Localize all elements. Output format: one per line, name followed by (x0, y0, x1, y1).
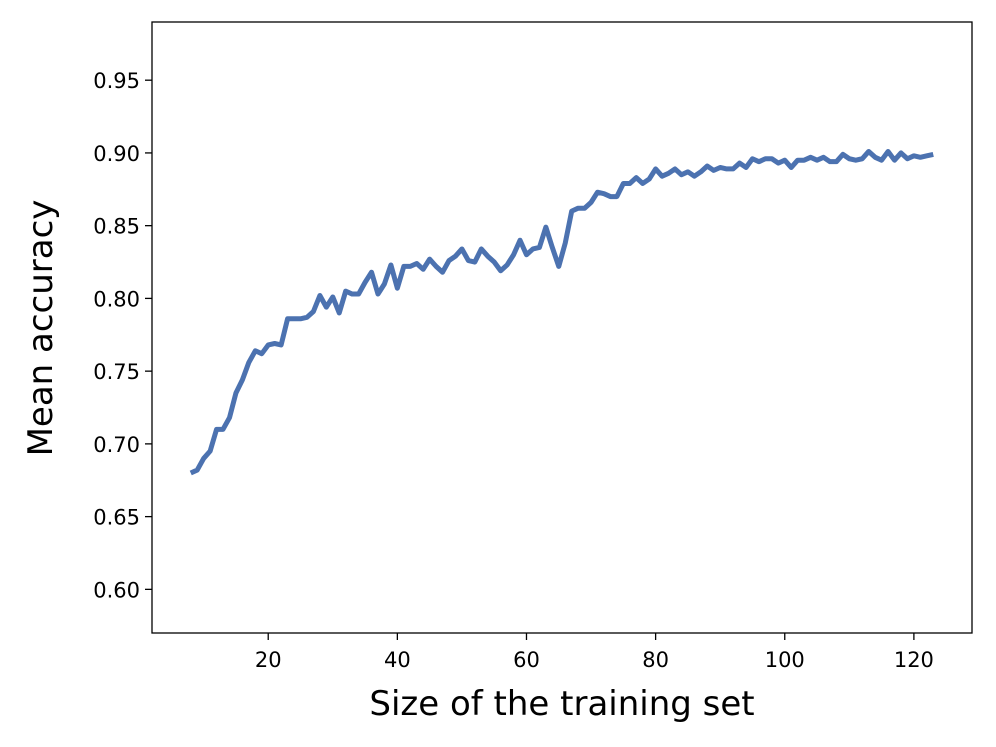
accuracy-series-line (189, 148, 934, 476)
x-axis-ticks: 20 40 60 80 100 120 (255, 633, 934, 672)
y-tick-label: 0.65 (93, 506, 140, 530)
data-layer (189, 148, 934, 476)
y-tick-label: 0.80 (93, 287, 140, 311)
x-tick-label: 20 (255, 648, 282, 672)
y-tick-label: 0.60 (93, 578, 140, 602)
y-tick-label: 0.95 (93, 69, 140, 93)
x-tick-label: 40 (384, 648, 411, 672)
x-tick-label: 100 (765, 648, 805, 672)
plot-frame (151, 21, 973, 634)
x-axis-title: Size of the training set (369, 684, 754, 724)
y-axis-ticks: 0.60 0.65 0.70 0.75 0.80 0.85 0.90 0.95 (93, 69, 152, 602)
x-tick-label: 120 (894, 648, 934, 672)
y-axis-title: Mean accuracy (21, 200, 61, 457)
x-tick-label: 80 (642, 648, 669, 672)
y-tick-label: 0.70 (93, 433, 140, 457)
x-tick-label: 60 (513, 648, 540, 672)
y-tick-label: 0.90 (93, 142, 140, 166)
y-tick-label: 0.85 (93, 215, 140, 239)
y-tick-label: 0.75 (93, 360, 140, 384)
